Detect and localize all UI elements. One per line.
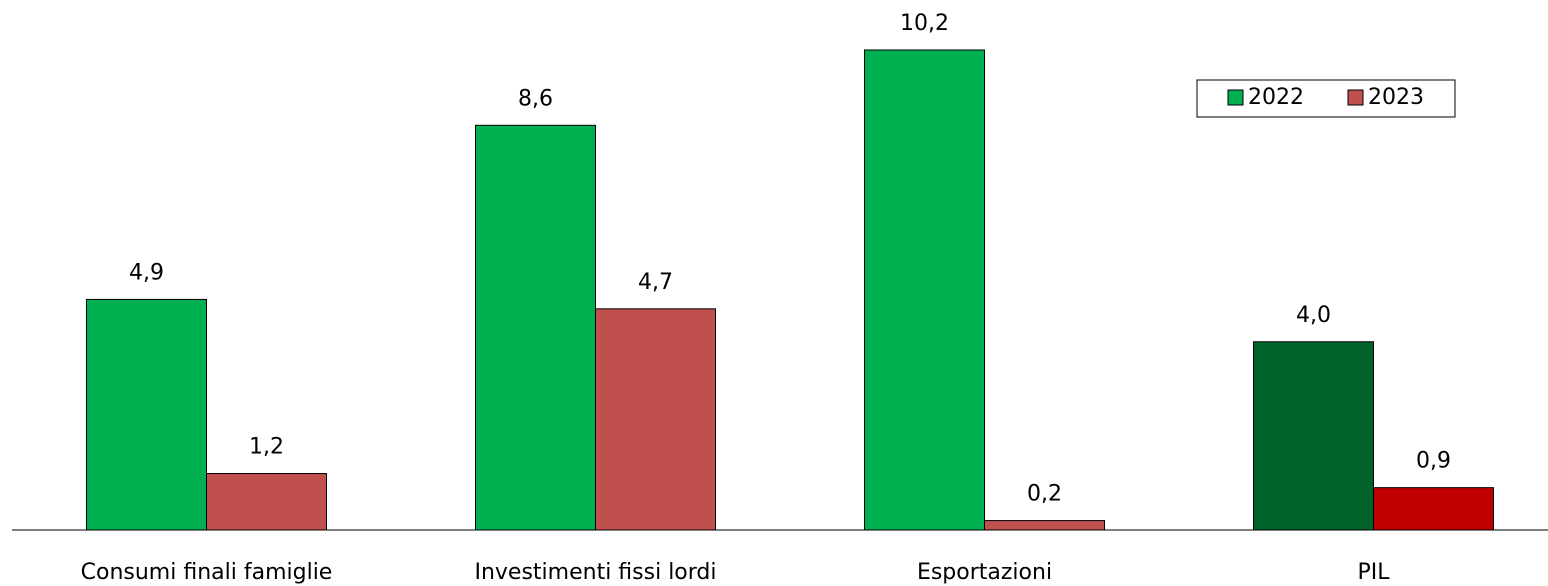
legend-swatch (1347, 89, 1364, 106)
bar (86, 298, 207, 531)
bar (206, 473, 327, 531)
legend: 2022 2023 (1196, 79, 1456, 118)
legend-swatch (1227, 89, 1244, 106)
bar (595, 308, 716, 531)
bar (864, 49, 985, 531)
bar (1253, 341, 1374, 531)
x-tick-label: Esportazioni (917, 560, 1052, 585)
bar (1373, 487, 1494, 531)
data-label: 4,7 (638, 270, 673, 295)
x-tick-label: Consumi finali famiglie (81, 560, 333, 585)
data-label: 4,0 (1296, 303, 1331, 328)
data-label: 0,2 (1027, 482, 1062, 507)
data-label: 1,2 (249, 435, 284, 460)
bar (984, 520, 1105, 531)
data-label: 0,9 (1416, 449, 1451, 474)
data-label: 10,2 (900, 11, 949, 36)
x-tick-label: PIL (1357, 560, 1390, 585)
x-tick-label: Investimenti fissi lordi (474, 560, 716, 585)
legend-label: 2022 (1248, 85, 1304, 110)
bar (475, 124, 596, 531)
data-label: 4,9 (129, 260, 164, 285)
data-label: 8,6 (518, 86, 553, 111)
legend-label: 2023 (1368, 85, 1424, 110)
